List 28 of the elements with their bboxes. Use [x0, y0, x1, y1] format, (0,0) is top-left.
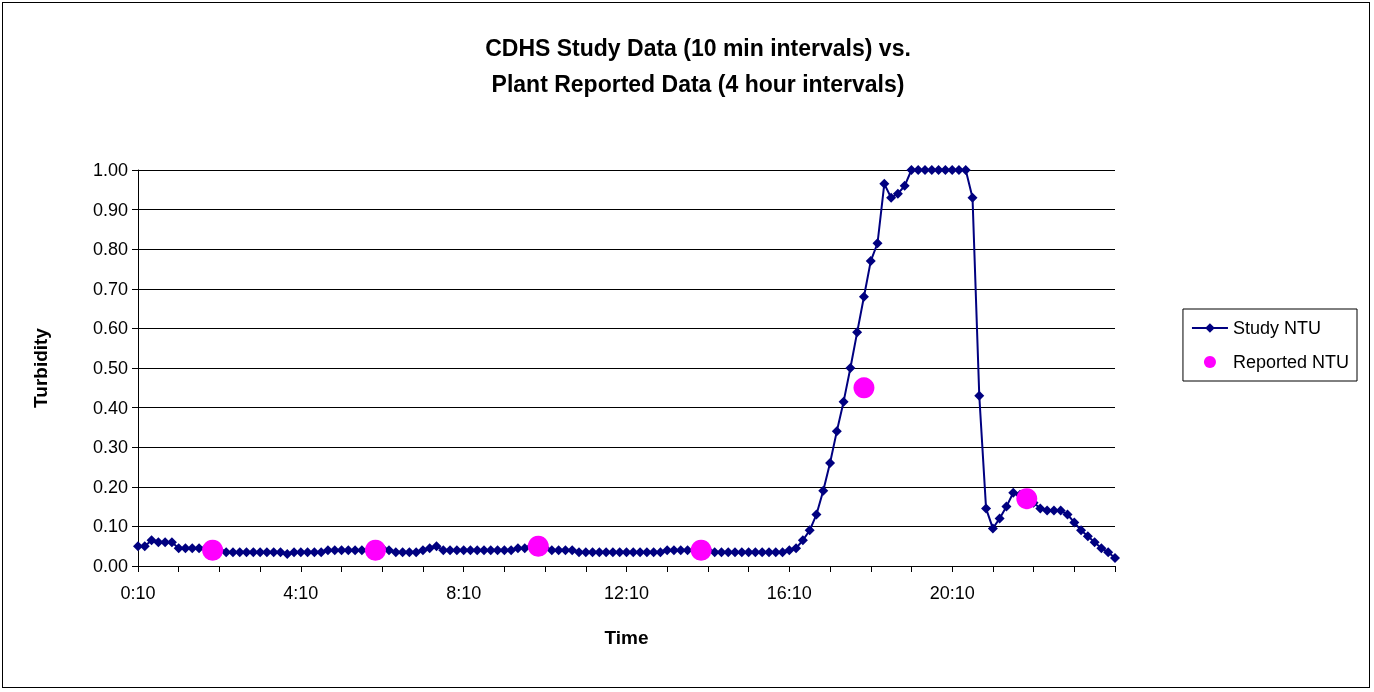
y-tick-label: 0.00 — [92, 556, 128, 576]
y-tick-label: 0.50 — [92, 358, 128, 378]
y-tick-label: 0.30 — [92, 437, 128, 458]
point — [364, 539, 386, 561]
y-tick-label: 0.20 — [92, 476, 128, 497]
y-tick-label: 0.70 — [92, 278, 128, 299]
x-tick-label: 16:10 — [766, 583, 812, 603]
x-tick-label: 20:10 — [929, 583, 975, 603]
x-tick-label: 8:10 — [446, 583, 482, 603]
x-axis-title: Time — [604, 627, 649, 648]
point — [1016, 488, 1038, 510]
y-tick-label: 0.60 — [92, 318, 128, 339]
point — [853, 377, 875, 399]
y-tick-label: 1.00 — [92, 160, 128, 180]
point — [690, 539, 712, 561]
x-tick-label: 4:10 — [283, 583, 319, 603]
point — [527, 535, 549, 557]
point — [202, 539, 224, 561]
y-tick-label: 0.40 — [92, 397, 128, 418]
y-tick-label: 0.10 — [92, 516, 128, 537]
legend-label: Study NTU — [1232, 318, 1321, 338]
legend-label: Reported NTU — [1232, 352, 1349, 372]
y-axis-title: Turbidity — [30, 327, 51, 408]
x-tick-label: 12:10 — [603, 583, 650, 603]
x-tick-label: 0:10 — [120, 583, 156, 603]
chart-title: CDHS Study Data (10 min intervals) vs. Plant Reported Data (4 hour intervals) — [485, 35, 911, 97]
y-tick-label: 0.80 — [92, 239, 128, 260]
y-tick-label: 0.90 — [92, 199, 128, 220]
